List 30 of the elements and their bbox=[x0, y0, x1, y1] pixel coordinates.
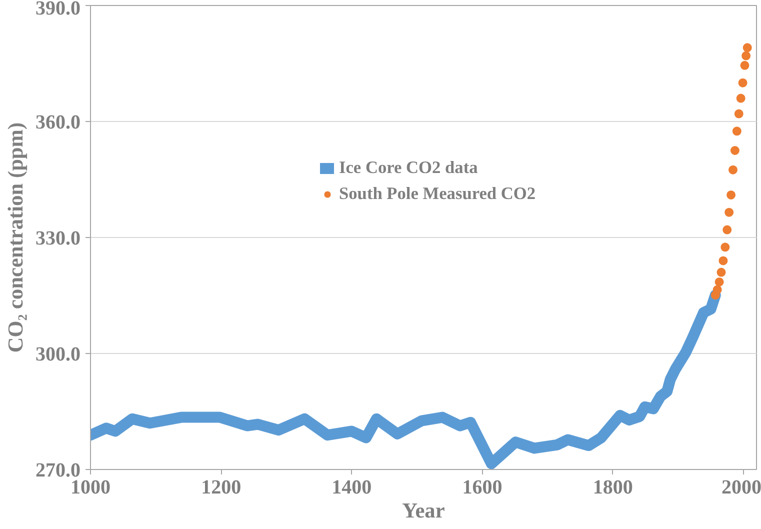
point bbox=[734, 109, 744, 118]
point bbox=[726, 190, 736, 200]
point bbox=[742, 43, 752, 52]
point bbox=[714, 277, 724, 286]
point bbox=[716, 268, 726, 277]
point bbox=[732, 126, 742, 136]
point bbox=[740, 60, 750, 70]
x-tick-label: 1800 bbox=[592, 476, 633, 498]
point bbox=[742, 51, 751, 60]
x-tick-label: 1600 bbox=[462, 476, 502, 498]
point bbox=[736, 94, 746, 103]
point bbox=[718, 256, 728, 266]
y-tick-label: 300.0 bbox=[36, 344, 80, 366]
point bbox=[728, 165, 738, 174]
y-tick-label: 360.0 bbox=[36, 112, 80, 134]
point bbox=[724, 208, 734, 217]
x-tick-label: 1400 bbox=[332, 476, 372, 498]
x-axis-title: Year bbox=[402, 498, 446, 522]
point bbox=[720, 242, 730, 252]
legend-label: South Pole Measured CO2 bbox=[339, 184, 536, 204]
y-axis-title: CO₂ concentration (ppm) bbox=[4, 122, 28, 353]
x-tick-label: 1200 bbox=[201, 476, 242, 498]
x-tick-label: 2000 bbox=[722, 476, 761, 498]
point bbox=[738, 78, 748, 88]
point bbox=[712, 285, 722, 294]
y-tick-label: 390.0 bbox=[36, 0, 80, 20]
y-tick-label: 330.0 bbox=[36, 228, 80, 250]
legend-label: Ice Core CO2 data bbox=[339, 158, 478, 178]
point bbox=[730, 146, 740, 155]
point bbox=[722, 225, 732, 234]
